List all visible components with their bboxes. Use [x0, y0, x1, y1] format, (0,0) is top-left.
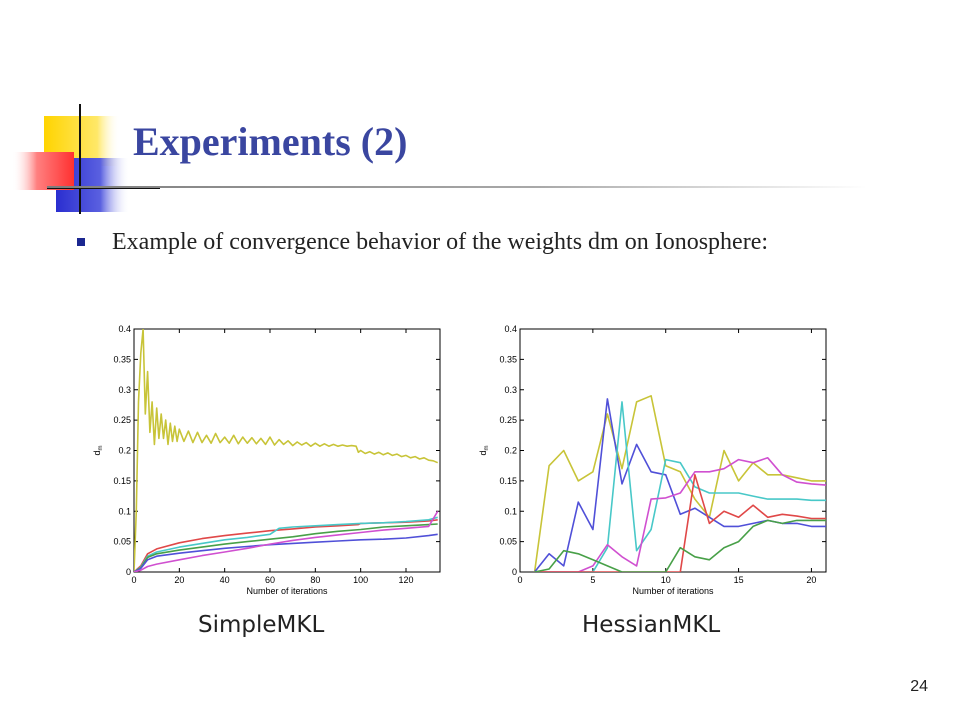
x-tick-label: 0	[131, 575, 136, 585]
x-tick-label: 40	[220, 575, 230, 585]
y-tick-label: 0	[512, 567, 517, 577]
x-tick-label: 80	[310, 575, 320, 585]
y-tick-label: 0.2	[118, 446, 131, 456]
slide-decoration	[12, 104, 160, 214]
y-tick-label: 0.1	[118, 506, 131, 516]
y-tick-label: 0.3	[504, 385, 517, 395]
y-tick-label: 0.25	[499, 415, 517, 425]
x-tick-label: 100	[353, 575, 368, 585]
series-line	[534, 519, 826, 572]
page-number: 24	[910, 678, 928, 695]
y-tick-label: 0.05	[499, 537, 517, 547]
chart-simplemkl: 0 0.05 0.1 0.15 0.2 0.25 0.3 0.35 0.4 0 20 40 60 80 10…	[92, 324, 441, 596]
chart-label-hessianmkl: HessianMKL	[582, 612, 721, 638]
series-line	[134, 510, 439, 572]
x-tick-label: 10	[661, 575, 671, 585]
y-axis-label: dm	[92, 445, 104, 455]
y-tick-label: 0.2	[504, 446, 517, 456]
y-tick-label: 0.15	[499, 476, 517, 486]
x-tick-label: 20	[806, 575, 816, 585]
chart-label-simplemkl: SimpleMKL	[198, 612, 325, 638]
series-line	[534, 401, 826, 572]
title-underline	[47, 186, 867, 188]
bullet-marker	[77, 238, 85, 246]
x-tick-label: 5	[590, 575, 595, 585]
series-line	[134, 329, 439, 572]
x-axis-label: Number of iterations	[632, 586, 714, 596]
x-tick-label: 120	[398, 575, 413, 585]
bullet-text: Example of convergence behavior of the w…	[112, 229, 769, 255]
y-tick-label: 0.4	[118, 324, 131, 334]
deco-red-square	[12, 152, 74, 190]
y-tick-label: 0	[126, 567, 131, 577]
y-tick-label: 0.35	[113, 354, 131, 364]
y-tick-label: 0.35	[499, 354, 517, 364]
x-tick-label: 20	[174, 575, 184, 585]
x-tick-label: 60	[265, 575, 275, 585]
series-line	[534, 457, 826, 572]
chart-hessianmkl: 0 0.05 0.1 0.15 0.2 0.25 0.3 0.35 0.4 0 5 10 15 20 Num…	[478, 324, 827, 596]
y-tick-label: 0.15	[113, 476, 131, 486]
plot-frame	[519, 328, 827, 573]
y-tick-label: 0.05	[113, 537, 131, 547]
x-axis-label: Number of iterations	[246, 586, 328, 596]
series-line	[134, 523, 438, 572]
plot-frame	[133, 328, 441, 573]
y-tick-label: 0.25	[113, 415, 131, 425]
y-tick-label: 0.1	[504, 506, 517, 516]
slide-title: Experiments (2)	[133, 119, 408, 164]
x-tick-label: 0	[517, 575, 522, 585]
y-axis-label: dm	[478, 445, 490, 455]
series-group	[134, 329, 439, 572]
y-tick-label: 0.3	[118, 385, 131, 395]
series-group	[533, 395, 826, 572]
series-line	[134, 516, 438, 572]
y-tick-label: 0.4	[504, 324, 517, 334]
series-line	[534, 474, 826, 572]
series-line	[533, 395, 826, 572]
x-tick-label: 15	[734, 575, 744, 585]
